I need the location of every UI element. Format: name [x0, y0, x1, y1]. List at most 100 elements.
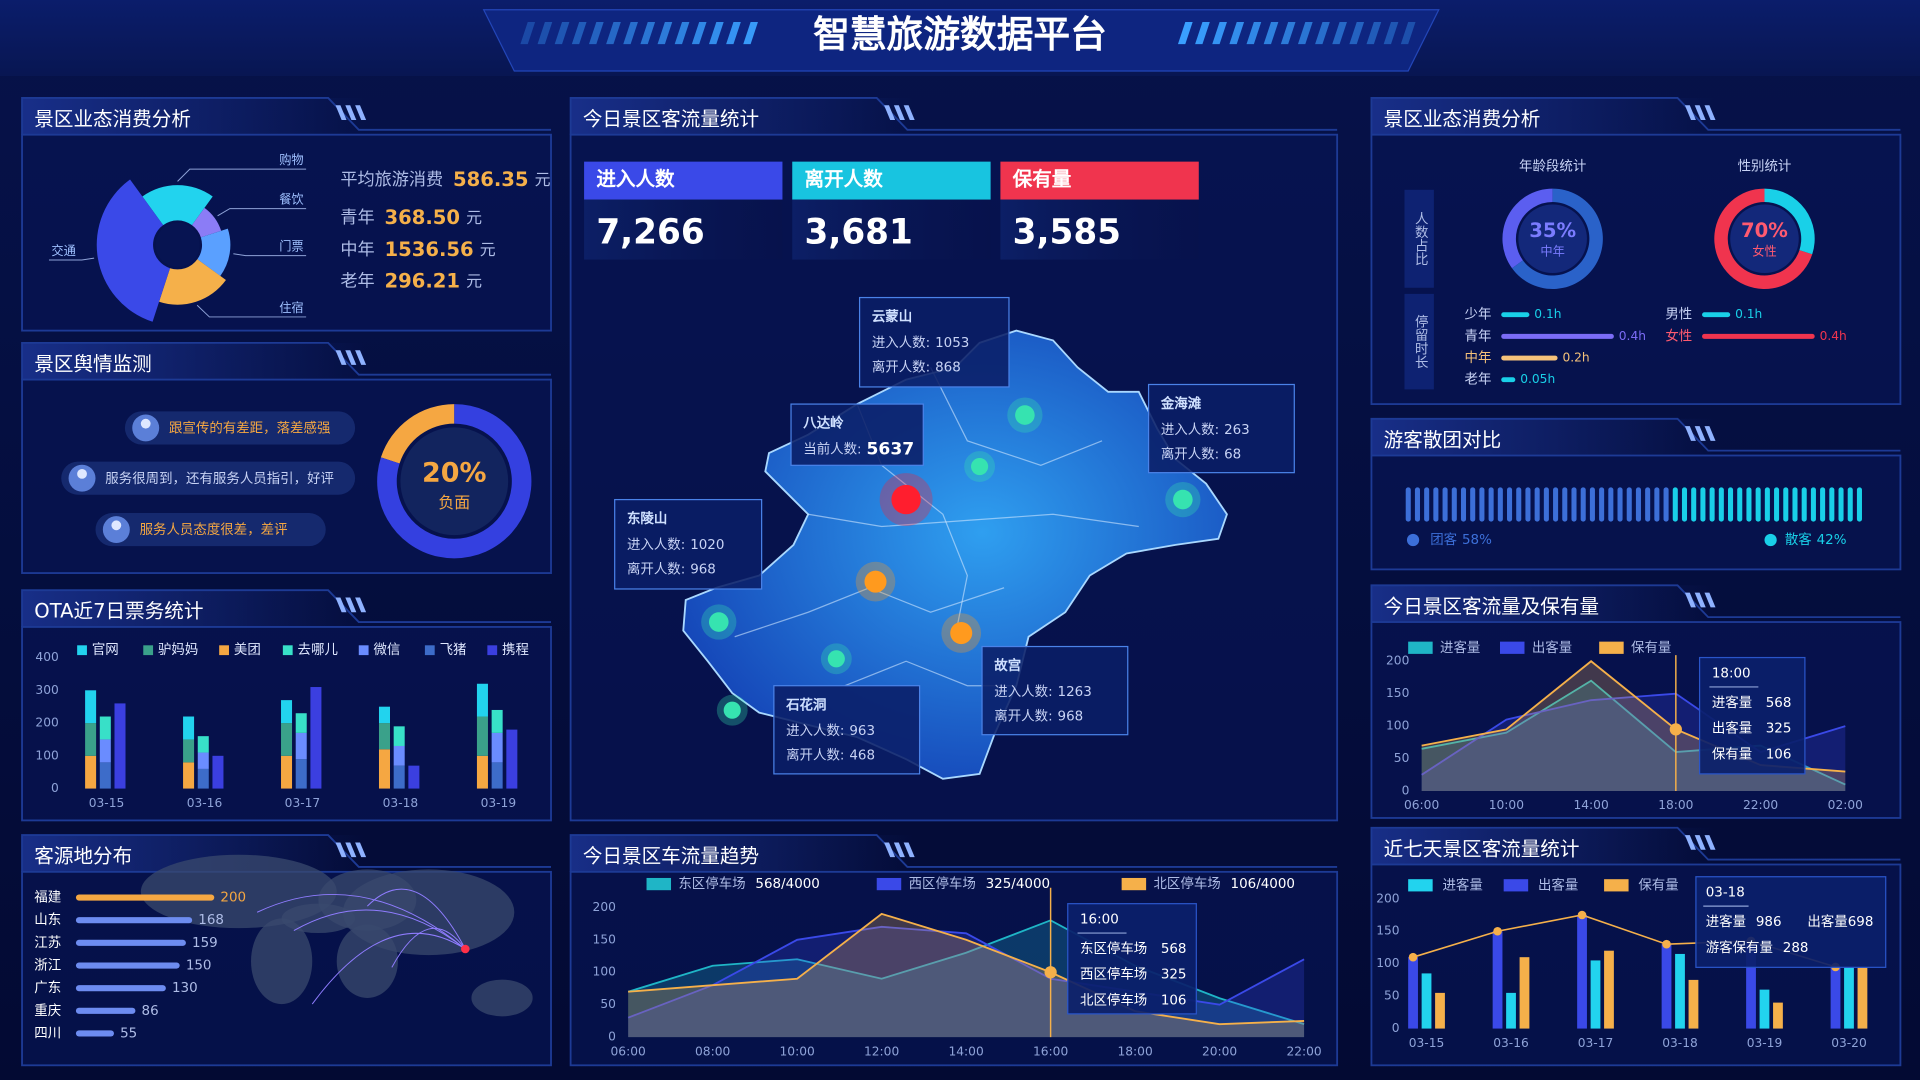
gauge-arc	[1502, 188, 1553, 269]
y-tick-label: 200	[1376, 891, 1399, 905]
panel-slash	[1684, 592, 1696, 608]
gauge-value: 70%	[1741, 219, 1788, 242]
header-slash	[708, 22, 724, 45]
donut-center	[400, 427, 509, 536]
tooltip-title: 16:00	[1080, 913, 1119, 928]
ratio-stripe	[1516, 487, 1522, 522]
legend-swatch	[1121, 877, 1147, 891]
panel-slash	[1704, 426, 1716, 441]
header-slash	[588, 22, 604, 45]
legend-entry: 北区停车场 106/4000	[1153, 875, 1295, 892]
panel-title: 今日景区客流量及保有量	[1384, 595, 1599, 618]
y-tick-label: 0	[608, 1030, 616, 1044]
tooltip-title: 03-18	[1706, 886, 1745, 901]
map-dot	[1173, 489, 1193, 510]
spot-name: 故宫	[994, 657, 1021, 674]
spot-row-value: 1053	[935, 336, 969, 351]
spot-row-label: 进入人数:	[872, 335, 930, 351]
spot-tooltip	[790, 403, 924, 466]
flight-arc	[367, 888, 466, 950]
ratio-stripe	[1838, 487, 1844, 522]
ratio-stripe	[1774, 487, 1780, 522]
stat-unit: 元	[480, 239, 496, 258]
panel-slash	[1684, 835, 1696, 850]
bar	[1435, 992, 1445, 1029]
bar-segment	[212, 755, 224, 789]
tooltip-row: 进客量 986	[1706, 913, 1782, 930]
legend-label: 西区停车场	[909, 875, 976, 892]
spot-name: 云蒙山	[872, 308, 912, 325]
ratio-stripe	[1700, 487, 1706, 522]
bar	[1773, 1002, 1783, 1029]
panel-header-line	[569, 834, 1338, 872]
ratio-label: 散客 42%	[1785, 531, 1847, 548]
header-slash	[1229, 22, 1245, 45]
line-dot	[1408, 952, 1418, 962]
spot-row: 进入人数: 1053	[872, 335, 970, 351]
panel-slash	[903, 842, 915, 858]
line-dot	[1662, 939, 1671, 949]
header-slash	[1246, 22, 1262, 45]
spot-row-label: 进入人数:	[994, 684, 1052, 700]
panel-slash	[335, 350, 347, 365]
header-slash	[1400, 22, 1416, 45]
bar	[1830, 966, 1841, 1029]
bar	[1421, 973, 1432, 1029]
tooltip-title: 18:00	[1712, 666, 1751, 681]
legend-swatch	[1604, 879, 1629, 892]
ratio-name: 团客	[1430, 531, 1457, 548]
stat-line: 平均旅游消费 586.35 元	[340, 168, 550, 191]
x-tick-label: 22:00	[1286, 1044, 1321, 1058]
spot-tooltip	[981, 645, 1129, 736]
ratio-stripe	[1414, 487, 1420, 522]
panel-slash	[355, 597, 367, 613]
bar	[1675, 953, 1685, 1029]
x-tick-label: 03-16	[1493, 1036, 1529, 1050]
spot-row-label: 离开人数:	[872, 358, 930, 375]
value-label: 0.1h	[1735, 307, 1762, 321]
stat-line: 老年 296.21 元	[340, 269, 482, 292]
y-tick-label: 江苏	[34, 935, 61, 951]
panel-title: 景区业态消费分析	[34, 108, 191, 131]
panel-header-line	[21, 834, 552, 872]
ratio-stripe	[1562, 487, 1568, 522]
ratio-stripe	[1801, 487, 1807, 522]
spot-row: 进入人数: 263	[1161, 422, 1250, 438]
panel-box	[1370, 133, 1902, 405]
header-slash	[537, 22, 553, 45]
panel-slash	[345, 842, 357, 858]
panel-slash	[884, 842, 896, 858]
x-tick-label: 03-19	[481, 796, 517, 810]
ratio-stripe	[1507, 487, 1513, 522]
bar-segment	[197, 736, 209, 753]
slice-label: 交通	[51, 243, 75, 258]
slice-label: 餐饮	[279, 192, 303, 207]
spot-row-value: 968	[690, 562, 716, 577]
y-tick-label: 山东	[34, 912, 61, 928]
ratio-icon	[1406, 533, 1420, 547]
tooltip-label: 西区停车场	[1080, 966, 1147, 983]
bar-segment	[99, 762, 111, 789]
ratio-stripe	[1645, 487, 1651, 522]
bar-segment	[85, 690, 97, 724]
bar	[1501, 377, 1516, 383]
map-dot	[1015, 405, 1035, 425]
kpi-header	[1000, 161, 1199, 200]
map-dot	[827, 650, 845, 668]
leader-line	[196, 304, 307, 318]
panel-title: 游客散团对比	[1384, 428, 1501, 451]
ratio-stripe	[1681, 487, 1688, 522]
ratio-stripe	[1451, 487, 1457, 522]
panel-header	[570, 97, 914, 135]
bar-segment	[183, 762, 195, 789]
x-tick-label: 03-20	[1831, 1036, 1867, 1050]
y-tick-label: 100	[35, 748, 58, 762]
header-slash	[657, 22, 673, 45]
map-dot	[864, 570, 887, 593]
legend-label: 出客量	[1532, 639, 1572, 656]
y-tick-label: 150	[1386, 686, 1409, 700]
legend-swatch	[219, 645, 229, 656]
kpi-label: 进入人数	[596, 168, 675, 191]
panel-header-line	[21, 341, 552, 380]
header-slash	[1383, 22, 1399, 45]
